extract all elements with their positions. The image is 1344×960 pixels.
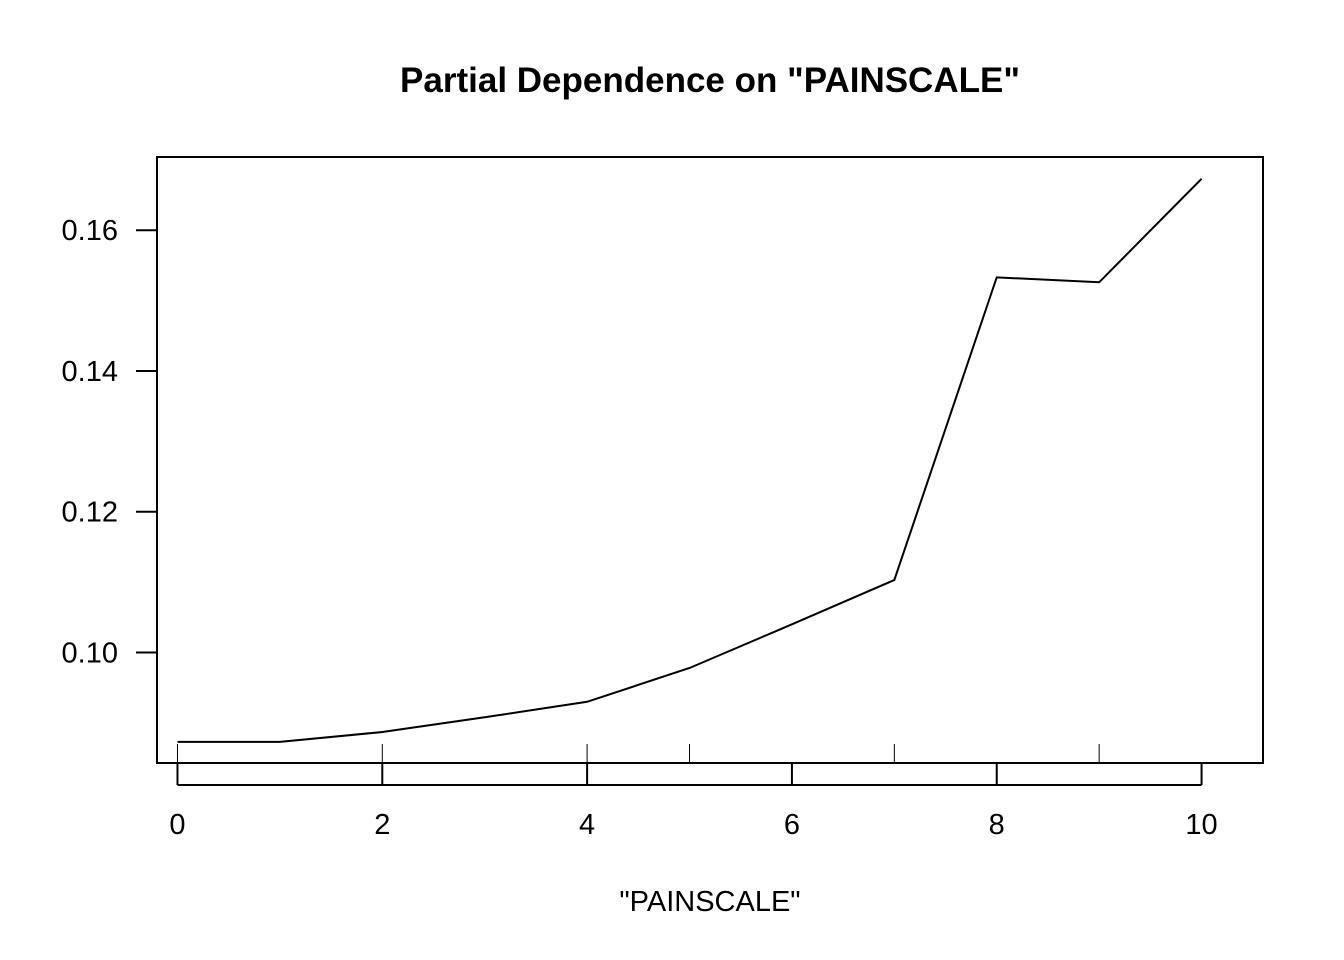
rug-ticks <box>176 744 1100 763</box>
y-tick-label: 0.16 <box>62 215 118 247</box>
x-tick-label: 4 <box>579 809 595 841</box>
y-tick-label: 0.14 <box>62 356 118 388</box>
series-line <box>177 178 1203 743</box>
x-tick-label: 2 <box>374 809 390 841</box>
series-group <box>177 178 1203 743</box>
y-tick-label: 0.12 <box>62 497 118 529</box>
plot-frame <box>156 156 1264 764</box>
x-tick-label: 10 <box>1185 809 1217 841</box>
x-tick-label: 0 <box>169 809 185 841</box>
x-tick-label: 6 <box>784 809 800 841</box>
x-axis: 0 2 4 6 8 10 <box>169 763 1218 841</box>
x-tick-label: 8 <box>989 809 1005 841</box>
y-tick-label: 0.10 <box>62 637 118 669</box>
y-axis: 0.10 0.12 0.14 0.16 <box>62 215 158 669</box>
chart-title: Partial Dependence on "PAINSCALE" <box>400 61 1020 100</box>
x-axis-label: "PAINSCALE" <box>619 886 800 918</box>
